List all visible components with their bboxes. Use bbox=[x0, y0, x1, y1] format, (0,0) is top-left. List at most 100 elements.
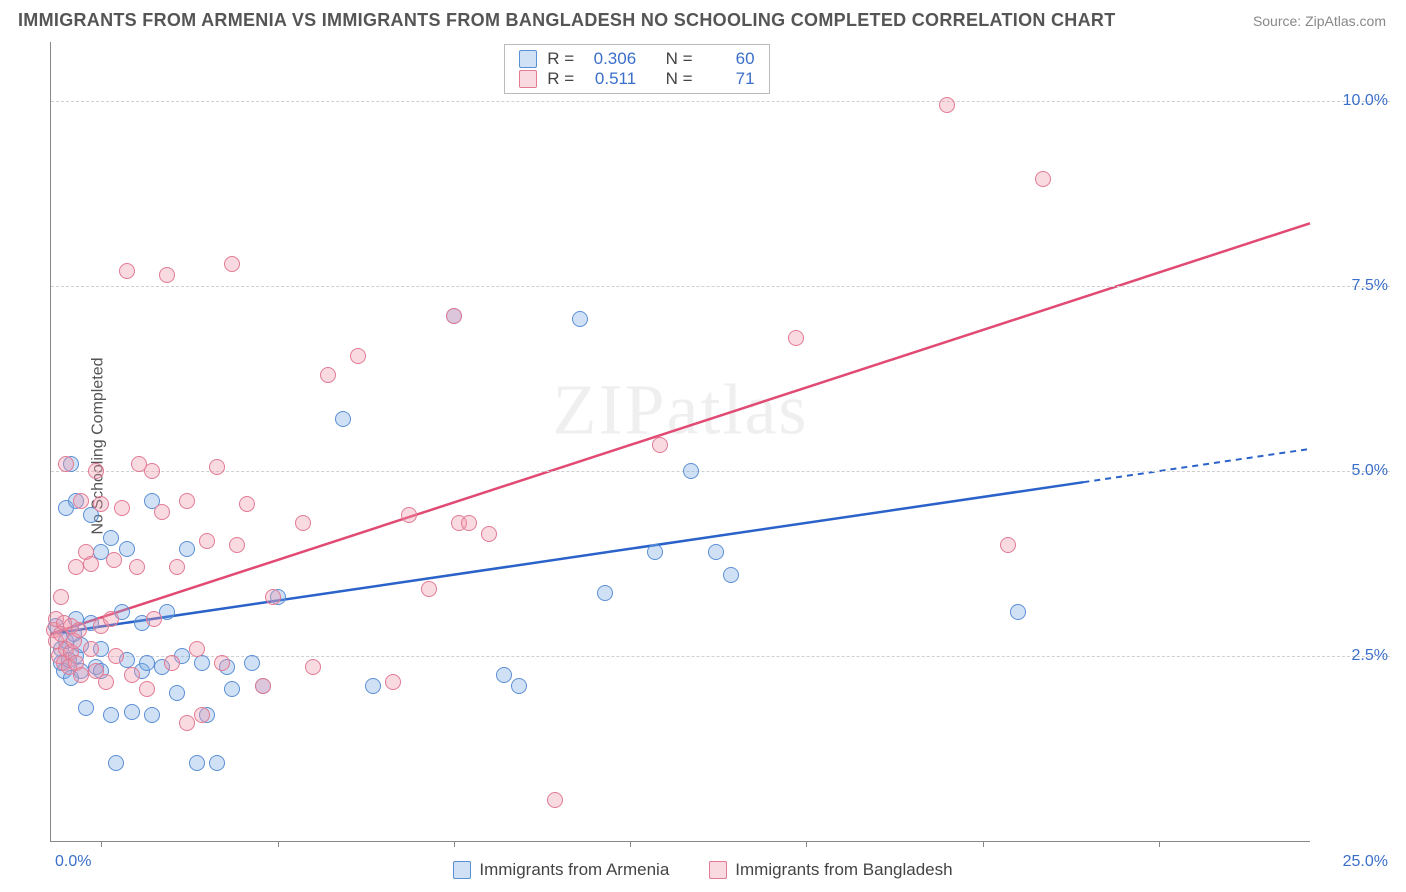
data-point bbox=[244, 655, 260, 671]
data-point bbox=[209, 459, 225, 475]
series-legend: Immigrants from Armenia Immigrants from … bbox=[0, 860, 1406, 880]
data-point bbox=[320, 367, 336, 383]
data-point bbox=[179, 715, 195, 731]
data-point bbox=[723, 567, 739, 583]
data-point bbox=[194, 707, 210, 723]
chart-title: IMMIGRANTS FROM ARMENIA VS IMMIGRANTS FR… bbox=[18, 10, 1116, 31]
data-point bbox=[224, 256, 240, 272]
x-tick bbox=[983, 841, 984, 847]
gridline bbox=[51, 471, 1390, 472]
data-point bbox=[239, 496, 255, 512]
n-label: N = bbox=[666, 69, 693, 89]
legend-label: Immigrants from Bangladesh bbox=[735, 860, 952, 880]
y-tick-label: 5.0% bbox=[1352, 462, 1388, 480]
y-tick-label: 10.0% bbox=[1343, 92, 1388, 110]
data-point bbox=[129, 559, 145, 575]
legend-item-bangladesh: Immigrants from Bangladesh bbox=[709, 860, 952, 880]
y-tick-label: 7.5% bbox=[1352, 277, 1388, 295]
legend-item-armenia: Immigrants from Armenia bbox=[453, 860, 669, 880]
data-point bbox=[511, 678, 527, 694]
data-point bbox=[335, 411, 351, 427]
data-point bbox=[1035, 171, 1051, 187]
gridline bbox=[51, 286, 1390, 287]
swatch-icon bbox=[519, 70, 537, 88]
data-point bbox=[401, 507, 417, 523]
data-point bbox=[481, 526, 497, 542]
data-point bbox=[93, 496, 109, 512]
data-point bbox=[214, 655, 230, 671]
r-label: R = bbox=[547, 49, 574, 69]
data-point bbox=[119, 263, 135, 279]
data-point bbox=[103, 611, 119, 627]
data-point bbox=[146, 611, 162, 627]
data-point bbox=[295, 515, 311, 531]
swatch-icon bbox=[453, 861, 471, 879]
chart-plot-area: ZIPatlas R = 0.306 N = 60 R = 0.511 N = … bbox=[50, 42, 1310, 842]
data-point bbox=[108, 755, 124, 771]
data-point bbox=[159, 267, 175, 283]
gridline bbox=[51, 101, 1390, 102]
data-point bbox=[103, 530, 119, 546]
trend-line-extrapolated bbox=[1083, 449, 1310, 482]
data-point bbox=[169, 685, 185, 701]
data-point bbox=[461, 515, 477, 531]
data-point bbox=[597, 585, 613, 601]
y-tick-label: 2.5% bbox=[1352, 647, 1388, 665]
data-point bbox=[154, 504, 170, 520]
data-point bbox=[83, 641, 99, 657]
data-point bbox=[421, 581, 437, 597]
x-tick bbox=[1159, 841, 1160, 847]
x-tick bbox=[630, 841, 631, 847]
data-point bbox=[73, 667, 89, 683]
stats-row-armenia: R = 0.306 N = 60 bbox=[519, 49, 754, 69]
data-point bbox=[265, 589, 281, 605]
data-point bbox=[446, 308, 462, 324]
data-point bbox=[83, 556, 99, 572]
data-point bbox=[652, 437, 668, 453]
legend-label: Immigrants from Armenia bbox=[479, 860, 669, 880]
data-point bbox=[647, 544, 663, 560]
trend-line bbox=[51, 482, 1083, 634]
data-point bbox=[708, 544, 724, 560]
data-point bbox=[139, 681, 155, 697]
chart-header: IMMIGRANTS FROM ARMENIA VS IMMIGRANTS FR… bbox=[0, 0, 1406, 36]
data-point bbox=[114, 500, 130, 516]
chart-source: Source: ZipAtlas.com bbox=[1253, 13, 1386, 29]
data-point bbox=[194, 655, 210, 671]
data-point bbox=[209, 755, 225, 771]
stats-row-bangladesh: R = 0.511 N = 71 bbox=[519, 69, 754, 89]
x-tick bbox=[278, 841, 279, 847]
x-tick bbox=[454, 841, 455, 847]
data-point bbox=[189, 641, 205, 657]
data-point bbox=[1000, 537, 1016, 553]
n-value: 60 bbox=[703, 49, 755, 69]
data-point bbox=[98, 674, 114, 690]
x-tick bbox=[806, 841, 807, 847]
data-point bbox=[139, 655, 155, 671]
data-point bbox=[224, 681, 240, 697]
data-point bbox=[179, 493, 195, 509]
r-value: 0.511 bbox=[584, 69, 636, 89]
data-point bbox=[164, 655, 180, 671]
data-point bbox=[103, 707, 119, 723]
trend-line bbox=[51, 223, 1310, 634]
data-point bbox=[199, 533, 215, 549]
data-point bbox=[547, 792, 563, 808]
r-value: 0.306 bbox=[584, 49, 636, 69]
data-point bbox=[106, 552, 122, 568]
x-tick bbox=[101, 841, 102, 847]
data-point bbox=[385, 674, 401, 690]
data-point bbox=[179, 541, 195, 557]
n-value: 71 bbox=[703, 69, 755, 89]
data-point bbox=[572, 311, 588, 327]
data-point bbox=[124, 667, 140, 683]
data-point bbox=[71, 622, 87, 638]
data-point bbox=[108, 648, 124, 664]
data-point bbox=[350, 348, 366, 364]
data-point bbox=[189, 755, 205, 771]
data-point bbox=[144, 707, 160, 723]
data-point bbox=[88, 463, 104, 479]
data-point bbox=[169, 559, 185, 575]
trend-lines bbox=[51, 42, 1310, 841]
data-point bbox=[939, 97, 955, 113]
